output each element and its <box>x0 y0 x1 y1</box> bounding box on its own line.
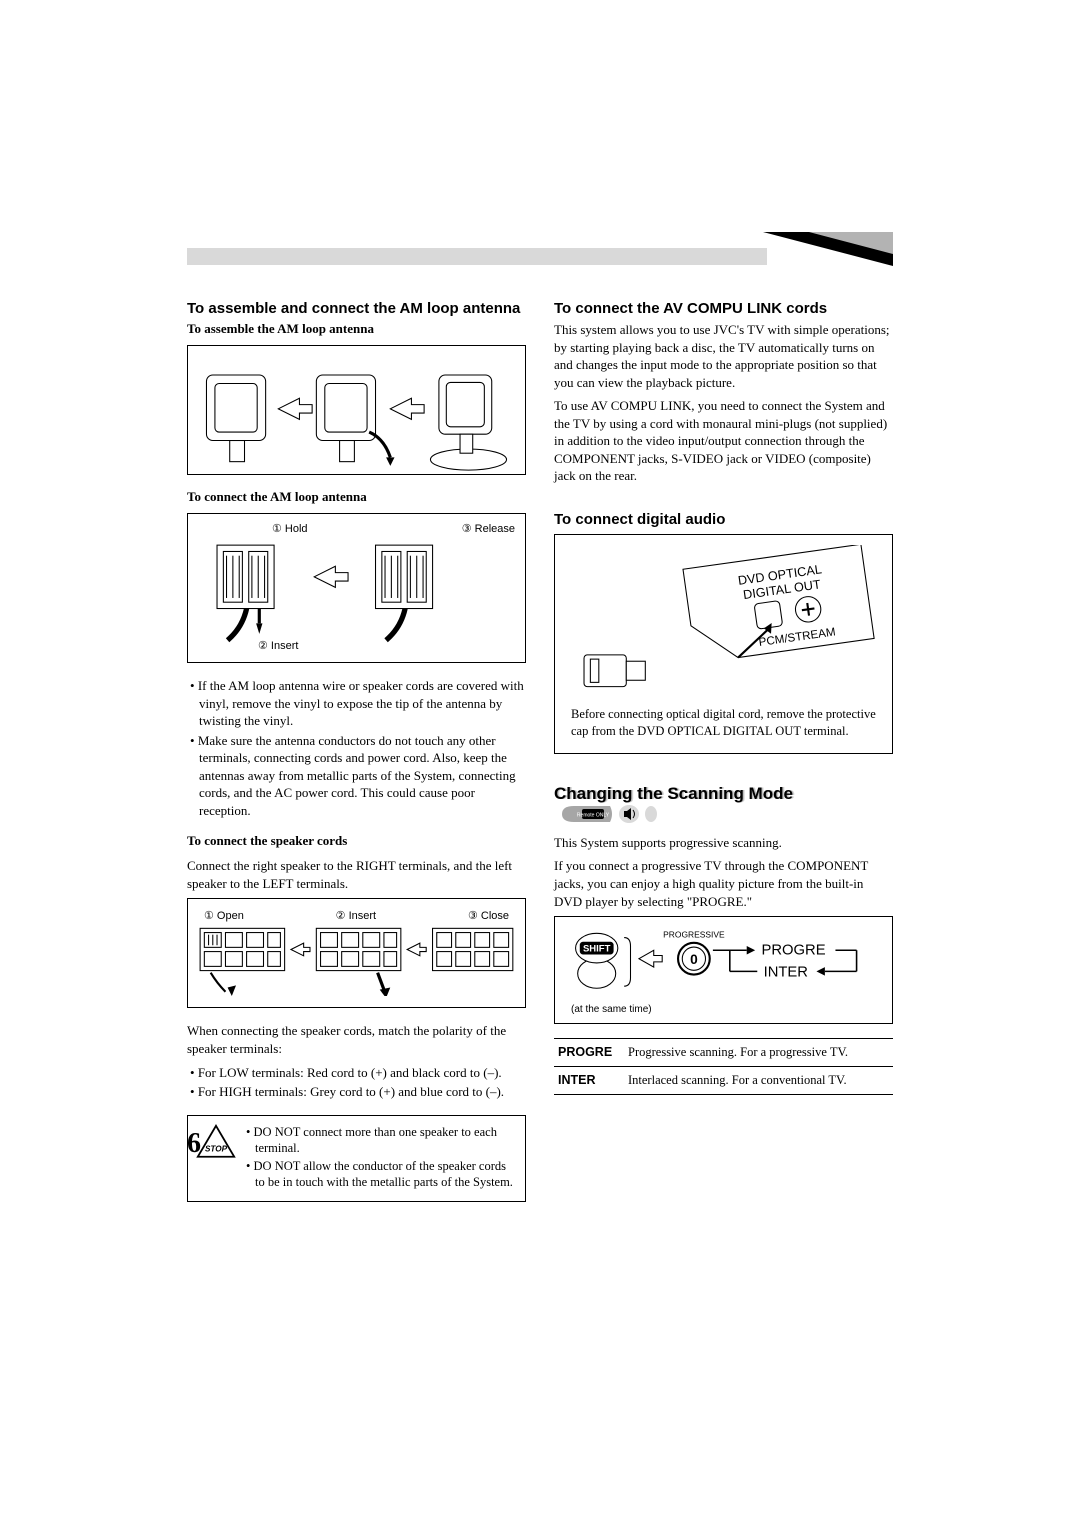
svg-text:0: 0 <box>690 952 698 967</box>
figure-assemble-am <box>187 345 526 475</box>
heading-scanning-mode: Changing the Scanning Mode <box>554 784 793 804</box>
svg-text:Remote ONLY: Remote ONLY <box>577 812 610 818</box>
subheading-assemble-am: To assemble the AM loop antenna <box>187 321 526 337</box>
av-para1: This system allows you to use JVC's TV w… <box>554 321 893 391</box>
label-insert2: ② Insert <box>336 909 376 922</box>
scan-intro2: If you connect a progressive TV through … <box>554 857 893 910</box>
digital-audio-note: Before connecting optical digital cord, … <box>565 706 882 739</box>
list-item: For LOW terminals: Red cord to (+) and b… <box>199 1064 526 1082</box>
scanning-mode-table: PROGRE Progressive scanning. For a progr… <box>554 1038 893 1095</box>
right-column: To connect the AV COMPU LINK cords This … <box>554 300 893 1202</box>
speaker-intro: Connect the right speaker to the RIGHT t… <box>187 857 526 892</box>
scanning-diagram: SHIFT PROGRESSIVE 0 PROGRE INTER <box>565 927 882 1001</box>
list-item: If the AM loop antenna wire or speaker c… <box>199 677 526 730</box>
figure-speaker-terminals: ① Open ② Insert ③ Close <box>187 898 526 1008</box>
scan-key: PROGRE <box>554 1039 624 1067</box>
scan-caption: (at the same time) <box>565 1004 882 1015</box>
speaker-bullets: For LOW terminals: Red cord to (+) and b… <box>187 1064 526 1101</box>
label-release: ③ Release <box>462 522 515 535</box>
label-hold: ① Hold <box>272 522 308 535</box>
warning-box: STOP DO NOT connect more than one speake… <box>187 1115 526 1202</box>
list-item: DO NOT allow the conductor of the speake… <box>246 1158 517 1191</box>
am-assemble-diagram <box>198 356 515 472</box>
heading-am-antenna: To assemble and connect the AM loop ante… <box>187 300 526 317</box>
figure-scanning-buttons: SHIFT PROGRESSIVE 0 PROGRE INTER <box>554 916 893 1024</box>
list-item: DO NOT connect more than one speaker to … <box>246 1124 517 1157</box>
svg-text:INTER: INTER <box>764 965 808 981</box>
figure-digital-audio: DVD OPTICAL DIGITAL OUT PCM/STREAM <box>554 534 893 754</box>
page-number: 6 <box>187 1128 201 1160</box>
av-para2: To use AV COMPU LINK, you need to connec… <box>554 397 893 485</box>
table-row: PROGRE Progressive scanning. For a progr… <box>554 1039 893 1067</box>
scan-desc: Progressive scanning. For a progressive … <box>624 1039 893 1067</box>
speaker-polarity: When connecting the speaker cords, match… <box>187 1022 526 1057</box>
list-item: For HIGH terminals: Grey cord to (+) and… <box>199 1083 526 1101</box>
header-grey-bar <box>187 248 767 265</box>
scan-intro1: This System supports progressive scannin… <box>554 834 893 852</box>
svg-text:STOP: STOP <box>205 1144 228 1153</box>
scan-desc: Interlaced scanning. For a conventional … <box>624 1067 893 1095</box>
remote-only-badge: Remote ONLY <box>560 804 658 824</box>
figure-connect-am: ① Hold ③ Release ② Insert <box>187 513 526 663</box>
header-triangle-icon <box>763 232 893 270</box>
digital-audio-diagram: DVD OPTICAL DIGITAL OUT PCM/STREAM <box>565 545 882 704</box>
left-column: To assemble and connect the AM loop ante… <box>187 300 526 1202</box>
table-row: INTER Interlaced scanning. For a convent… <box>554 1067 893 1095</box>
list-item: Make sure the antenna conductors do not … <box>199 732 526 820</box>
heading-av-compu-link: To connect the AV COMPU LINK cords <box>554 300 893 317</box>
stop-icon: STOP <box>196 1124 236 1193</box>
warning-list: DO NOT connect more than one speaker to … <box>246 1124 517 1193</box>
am-connect-diagram <box>198 524 515 651</box>
label-insert: ② Insert <box>258 639 298 652</box>
speaker-terminal-diagram <box>198 922 515 996</box>
label-open: ① Open <box>204 909 244 922</box>
label-close: ③ Close <box>468 909 509 922</box>
sound-icon <box>618 804 640 824</box>
heading-digital-audio: To connect digital audio <box>554 511 893 528</box>
subheading-speaker-cords: To connect the speaker cords <box>187 833 526 849</box>
svg-text:PROGRE: PROGRE <box>762 943 826 959</box>
am-notes-list: If the AM loop antenna wire or speaker c… <box>187 677 526 819</box>
svg-text:SHIFT: SHIFT <box>583 943 611 954</box>
disc-icon <box>644 804 658 824</box>
scan-key: INTER <box>554 1067 624 1095</box>
svg-text:PROGRESSIVE: PROGRESSIVE <box>663 930 725 940</box>
subheading-connect-am: To connect the AM loop antenna <box>187 489 526 505</box>
